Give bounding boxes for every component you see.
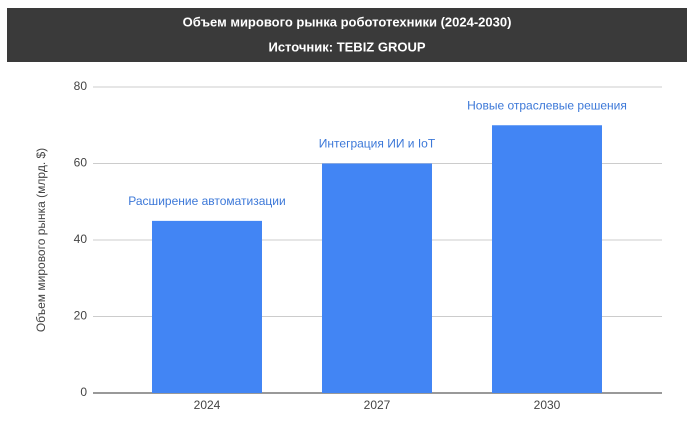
annotation: Интеграция ИИ и IoT (319, 137, 436, 151)
x-tick-label: 2024 (194, 398, 221, 412)
annotation: Новые отраслевые решения (467, 98, 627, 112)
bar (152, 220, 262, 393)
y-tick-label: 20 (74, 309, 88, 323)
x-tick-label: 2030 (534, 398, 561, 412)
bar (322, 163, 432, 393)
bar (492, 125, 602, 393)
y-tick-label: 0 (80, 385, 87, 399)
annotation: Расширение автоматизации (128, 194, 285, 208)
y-tick-label: 40 (74, 232, 88, 246)
chart-title: Объем мирового рынка робототехники (2024… (183, 14, 512, 29)
chart-subtitle: Источник: TEBIZ GROUP (268, 39, 425, 54)
y-tick-label: 60 (74, 156, 88, 170)
x-tick-label: 2027 (364, 398, 391, 412)
y-axis-label: Объем мирового рынка (млрд. $) (34, 148, 48, 332)
header-band (7, 8, 687, 62)
y-tick-label: 80 (74, 79, 88, 93)
